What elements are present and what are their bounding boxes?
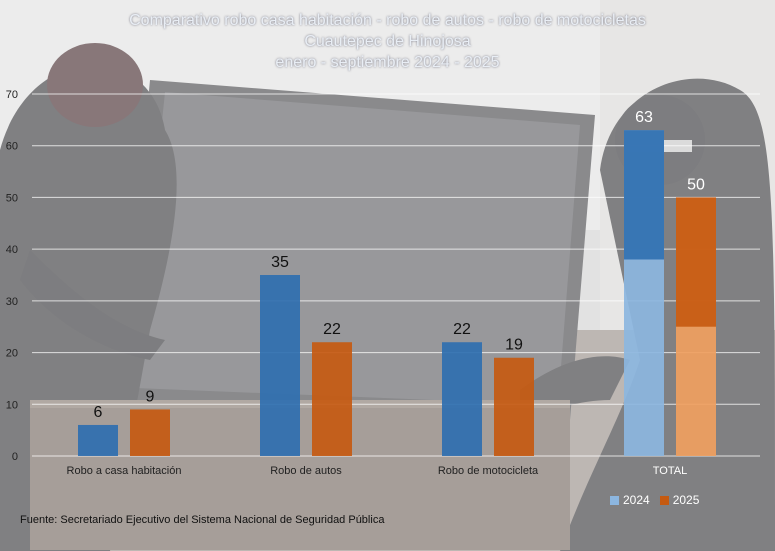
legend-label-2025: 2025 <box>672 493 700 507</box>
bar-2025-1 <box>312 342 352 456</box>
y-tick-label: 10 <box>6 399 18 411</box>
x-tick-label: Robo de motocicleta <box>438 465 539 477</box>
data-label-2025-3: 50 <box>687 176 705 193</box>
bar-2024-3-upper <box>624 130 664 260</box>
y-tick-label: 40 <box>6 244 18 256</box>
data-label-2024-2: 22 <box>453 321 471 338</box>
bar-2024-2 <box>442 342 482 456</box>
legend: 2024 2025 <box>610 493 699 507</box>
y-tick-label: 0 <box>12 451 18 463</box>
chart-subtitle-period: enero - septiembre 2024 - 2025 <box>275 54 500 71</box>
data-labels: 6 9 35 22 22 19 63 50 <box>94 109 705 421</box>
x-tick-label: Robo a casa habitación <box>67 465 182 477</box>
data-label-2025-2: 19 <box>505 337 523 354</box>
data-label-2025-1: 22 <box>323 321 341 338</box>
legend-label-2024: 2024 <box>623 493 650 507</box>
x-tick-label: TOTAL <box>653 465 687 477</box>
data-label-2025-0: 9 <box>146 388 155 405</box>
chart-title-block: Comparativo robo casa habitación - robo … <box>0 10 775 73</box>
x-axis: Robo a casa habitación Robo de autos Robo … <box>67 465 688 477</box>
y-tick-label: 50 <box>6 192 18 204</box>
legend-swatch-2025 <box>659 495 669 505</box>
legend-swatch-2024 <box>610 495 619 505</box>
bar-2025-0 <box>130 409 170 456</box>
source-footnote: Fuente: Secretariado Ejecutivo del Siste… <box>20 514 385 526</box>
data-label-2024-1: 35 <box>271 254 289 271</box>
bars <box>78 130 716 456</box>
data-label-2024-3: 63 <box>635 109 653 126</box>
bar-2025-3-upper <box>676 197 716 327</box>
bar-2025-2 <box>494 357 534 456</box>
y-tick-label: 70 <box>6 89 18 101</box>
bar-2024-1 <box>260 275 300 456</box>
y-axis: 0 10 20 30 40 50 60 70 <box>6 89 18 463</box>
y-tick-label: 60 <box>6 141 18 153</box>
y-tick-label: 20 <box>6 348 18 360</box>
x-tick-label: Robo de autos <box>270 465 342 477</box>
legend-item-2024: 2024 <box>610 493 650 507</box>
legend-item-2025: 2025 <box>659 493 700 507</box>
y-tick-label: 30 <box>6 296 18 308</box>
data-label-2024-0: 6 <box>94 404 103 421</box>
chart-subtitle-location: Cuautepec de Hinojosa <box>304 33 471 50</box>
bar-2024-0 <box>78 424 118 456</box>
chart-title: Comparativo robo casa habitación - robo … <box>129 12 646 29</box>
